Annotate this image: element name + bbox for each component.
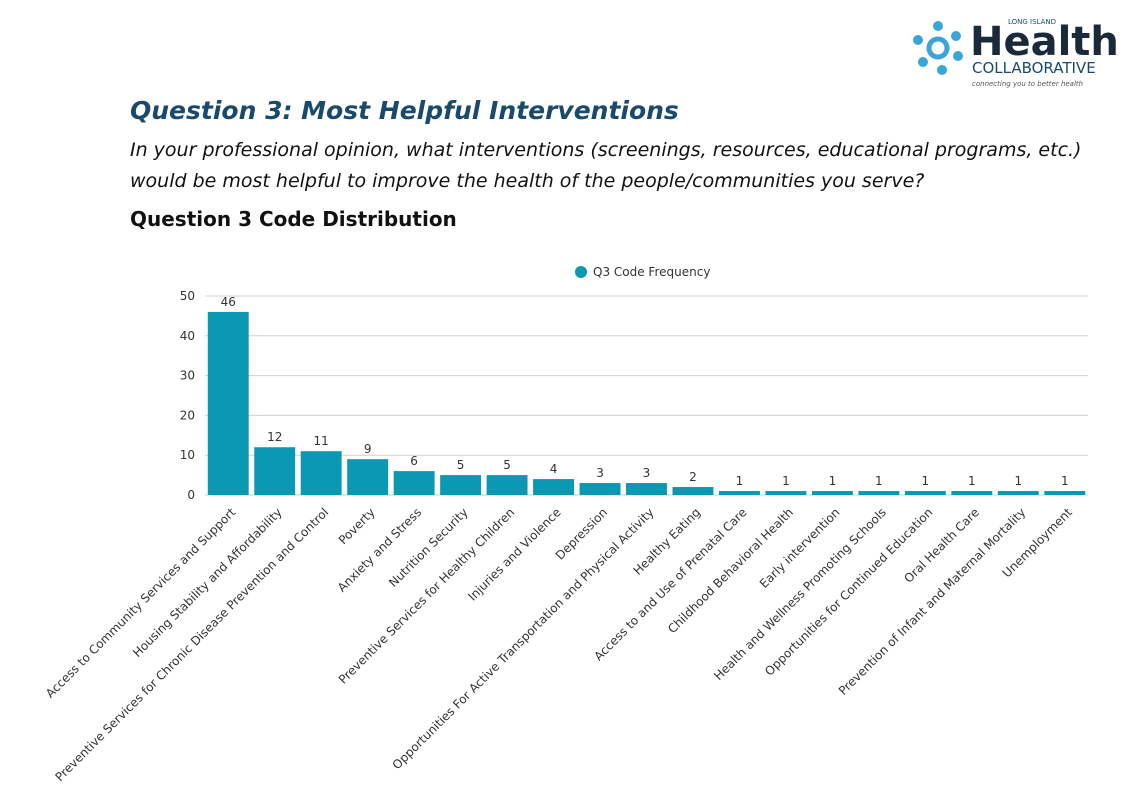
question-line: In your professional opinion, what inter… [130,139,1082,161]
bar [626,483,667,495]
logo-big: Health [970,19,1119,65]
data-label: 5 [457,458,465,472]
data-label: 11 [314,434,329,448]
legend-marker [575,266,587,278]
data-label: 5 [503,458,511,472]
data-label: 3 [643,466,651,480]
x-tick-label: Opportunities for Continued Education [762,505,935,678]
x-tick-label: Access to Community Services and Support [43,505,239,701]
bar [672,487,714,495]
logo-tagline: connecting you to better health [972,80,1083,88]
data-label: 1 [829,474,837,488]
y-tick-label: 40 [180,329,195,343]
data-label: 1 [875,474,883,488]
y-tick-label: 10 [180,448,195,462]
bar [486,475,528,495]
bar [393,471,435,495]
bar [579,483,621,495]
legend-label: Q3 Code Frequency [593,265,710,279]
data-label: 4 [550,462,558,476]
question: In your professional opinion, what inter… [130,135,1081,197]
question-line: would be most helpful to improve the hea… [130,170,925,192]
data-label: 1 [1014,474,1022,488]
section-title: Question 3 Code Distribution [130,207,457,231]
data-label: 46 [221,295,236,309]
x-tick-label: Preventive Services for Healthy Children [336,505,517,686]
bar [811,491,853,495]
bar [347,459,389,495]
x-tick-label: Nutrition Security [386,505,471,590]
bar [765,491,807,495]
data-label: 6 [410,454,418,468]
data-label: 1 [1061,474,1069,488]
heading: Question 3: Most Helpful Interventions [130,96,679,125]
logo-sub: COLLABORATIVE [972,59,1096,77]
bar [1044,491,1086,495]
y-tick-label: 0 [187,488,195,502]
bar [300,451,342,495]
data-label: 9 [364,442,372,456]
data-label: 12 [267,430,282,444]
data-label: 3 [596,466,604,480]
data-label: 1 [736,474,744,488]
bar [997,491,1039,495]
y-tick-label: 20 [180,408,195,422]
x-tick-label: Health and Wellness Promoting Schools [711,505,889,683]
logo: LONG ISLAND Health COLLABORATIVE connect… [913,18,1119,88]
x-tick-label: Injuries and Violence [465,505,563,603]
x-tick-label: Poverty [336,505,378,547]
logo-icon [913,21,963,75]
data-label: 1 [922,474,930,488]
x-tick-label: Anxiety and Stress [335,505,424,594]
bar [440,475,482,495]
data-label: 1 [968,474,976,488]
data-label: 1 [782,474,790,488]
bar [533,479,575,495]
bar [951,491,993,495]
y-tick-label: 30 [180,369,195,383]
x-tick-label: Early intervention [757,505,843,591]
bar [718,491,760,495]
bar [254,447,296,495]
y-tick-label: 50 [180,289,195,303]
bar [904,491,946,495]
bar [858,491,900,495]
bar [207,311,249,495]
data-label: 2 [689,470,697,484]
logo-small: LONG ISLAND [1008,18,1056,26]
